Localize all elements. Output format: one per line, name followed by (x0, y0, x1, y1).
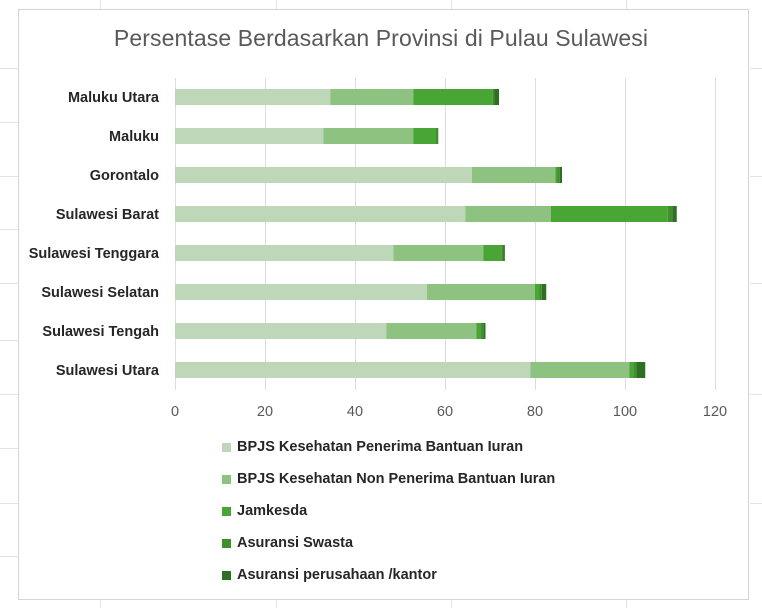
y-axis-category-label: Sulawesi Tengah (42, 324, 159, 340)
y-axis-category-label: Sulawesi Barat (56, 207, 159, 223)
bar-row (175, 89, 499, 105)
bar-segment (481, 323, 484, 339)
bar-segment (535, 284, 540, 300)
bar-segment (427, 284, 535, 300)
chart-area[interactable] (18, 9, 749, 600)
bar-segment (175, 206, 466, 222)
y-axis-category-label: Gorontalo (90, 168, 159, 184)
legend-item: BPJS Kesehatan Penerima Bantuan Iuran (222, 437, 523, 457)
bar-segment (413, 128, 436, 144)
bar-segment (175, 245, 394, 261)
x-axis-tick-labels: 0 20 40 60 80 100 120 (171, 404, 727, 420)
bar-segment (175, 89, 331, 105)
bar-segment (494, 89, 499, 105)
y-axis-category-label: Sulawesi Selatan (41, 285, 159, 301)
legend-swatch (222, 474, 231, 484)
bar-series (175, 89, 677, 378)
legend-swatch (222, 506, 231, 516)
bar-row (175, 284, 547, 300)
bar-segment (175, 167, 472, 183)
y-axis-labels: Sulawesi Utara Sulawesi Tengah Sulawesi Se… (29, 90, 160, 379)
bar-segment (550, 206, 668, 222)
bar-segment (557, 167, 560, 183)
bar-segment (672, 206, 677, 222)
bar-row (175, 167, 562, 183)
bar-segment (386, 323, 477, 339)
bar-segment (629, 362, 634, 378)
bar-segment (175, 362, 531, 378)
bar-row (175, 206, 677, 222)
bar-segment (437, 128, 439, 144)
x-tick-label: 100 (613, 404, 637, 420)
legend-swatch (222, 570, 231, 580)
y-axis-category-label: Sulawesi Tenggara (29, 246, 160, 262)
bar-segment (483, 245, 502, 261)
legend-swatch (222, 538, 231, 548)
x-tick-label: 0 (171, 404, 179, 420)
bar-segment (667, 206, 673, 222)
bar-segment (503, 245, 505, 261)
x-tick-label: 120 (703, 404, 727, 420)
legend-label: Asuransi perusahaan /kantor (237, 567, 437, 583)
legend-item: Jamkesda (222, 501, 307, 521)
legend-item: Asuransi perusahaan /kantor (222, 565, 437, 585)
legend-label: BPJS Kesehatan Penerima Bantuan Iuran (237, 439, 524, 455)
x-tick-label: 20 (257, 404, 273, 420)
bar-row (175, 323, 486, 339)
bar-segment (413, 89, 493, 105)
bar-segment (175, 323, 387, 339)
bar-row (175, 245, 505, 261)
bar-segment (472, 167, 556, 183)
bar-segment (559, 167, 562, 183)
bar-segment (476, 323, 481, 339)
y-axis-category-label: Maluku Utara (68, 90, 160, 106)
bar-segment (636, 362, 646, 378)
bar-segment (330, 89, 414, 105)
bar-segment (323, 128, 414, 144)
bar-segment (465, 206, 551, 222)
bar-segment (393, 245, 484, 261)
x-tick-label: 40 (347, 404, 363, 420)
x-tick-label: 80 (527, 404, 543, 420)
legend-label: BPJS Kesehatan Non Penerima Bantuan Iura… (237, 471, 556, 487)
x-tick-label: 60 (437, 404, 453, 420)
legend-label: Asuransi Swasta (237, 535, 354, 551)
legend-label: Jamkesda (237, 503, 308, 519)
bar-segment (530, 362, 630, 378)
bar-segment (539, 284, 542, 300)
bar-segment (436, 128, 438, 144)
legend-item: BPJS Kesehatan Non Penerima Bantuan Iura… (222, 469, 555, 489)
bar-segment (492, 89, 495, 105)
bar-row (175, 362, 646, 378)
y-axis-category-label: Sulawesi Utara (56, 363, 160, 379)
bar-segment (483, 323, 486, 339)
bar-segment (541, 284, 547, 300)
y-axis-category-label: Maluku (109, 129, 159, 145)
bar-segment (501, 245, 504, 261)
bar-segment (634, 362, 637, 378)
bar-segment (555, 167, 558, 183)
chart-title: Persentase Berdasarkan Provinsi di Pulau… (113, 25, 649, 51)
bar-segment (175, 128, 324, 144)
x-gridlines (175, 78, 716, 390)
legend-swatch (222, 442, 231, 452)
bar-row (175, 128, 439, 144)
legend-item: Asuransi Swasta (222, 533, 353, 553)
bar-segment (175, 284, 427, 300)
